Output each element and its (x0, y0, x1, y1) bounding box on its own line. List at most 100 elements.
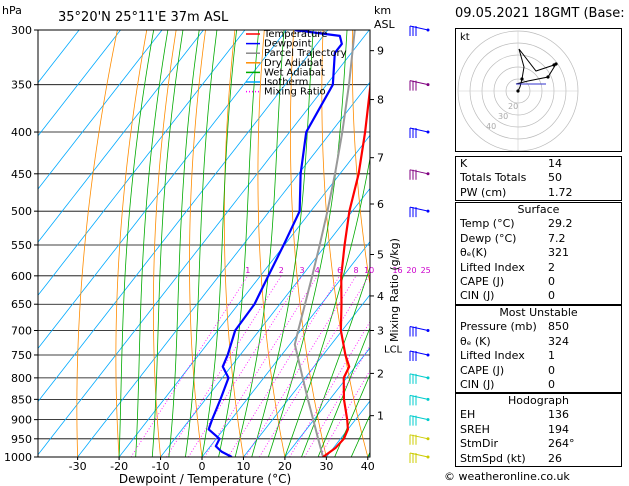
pressure-tick-label: 350 (11, 79, 32, 92)
isotherm-line (38, 30, 370, 456)
dry-adiabat-line (115, 30, 148, 457)
mixing-ratio-label: 2 (279, 266, 284, 275)
temperature-tick-label: -20 (110, 460, 128, 473)
mixing-ratio-label: 20 (406, 266, 416, 275)
lcl-label: LCL (384, 344, 403, 355)
height-tick-label: 5 (377, 249, 384, 262)
index-row-k: K 14 (460, 157, 562, 170)
height-tick-label: 4 (377, 290, 384, 303)
pressure-tick-label: 650 (11, 298, 32, 311)
surface-row: CIN (J) 0 (460, 289, 555, 303)
hodograph-row: StmDir 264° (460, 437, 575, 451)
mixing-ratio-axis-label: Mixing Ratio (g/kg) (388, 238, 401, 342)
pressure-tick-label: 700 (11, 325, 32, 338)
isotherm-line (160, 187, 370, 457)
wind-barb-dot (426, 28, 430, 32)
isotherm-line (326, 400, 370, 457)
index-row-pw: PW (cm) 1.72 (460, 185, 573, 199)
wind-barb-dot (426, 130, 430, 134)
temperature-tick-label: 20 (278, 460, 292, 473)
wind-barb-dot (426, 329, 430, 333)
most-unstable-row: θₑ (K) 324 (460, 334, 569, 348)
wet-adiabat-line (301, 265, 370, 457)
mixing-ratio-line (245, 275, 357, 457)
surface-row: θₑ(K) 321 (460, 246, 569, 260)
isotherm-line (38, 30, 329, 403)
pressure-tick-label: 900 (11, 414, 32, 427)
legend-entry: Wet Adiabat (264, 67, 325, 78)
isotherm-line (243, 294, 370, 457)
isotherm-line (38, 30, 287, 350)
legend-entry: Dewpoint (264, 39, 312, 50)
isotherm-line (201, 240, 370, 457)
km-label: km (374, 4, 391, 17)
legend-entry: Temperature (263, 29, 327, 40)
mixing-ratio-label: 6 (337, 266, 342, 275)
wind-barb-dot (426, 353, 430, 357)
hodograph-row: EH 136 (460, 408, 569, 422)
hpa-label: hPa (2, 4, 22, 17)
hodograph-ring-label: 40 (486, 122, 496, 131)
mixing-ratio-line (166, 275, 282, 457)
hodograph-table: Hodograph EH 136 SREH 194 StmDir 264° StmSp… (455, 393, 622, 468)
mixing-ratio-label: 1 (245, 266, 250, 275)
pressure-tick-label: 500 (11, 205, 32, 218)
mixing-ratio-label: 16 (392, 266, 402, 275)
hodograph-unit-label: kt (460, 32, 470, 43)
wet-adiabat-line (334, 373, 370, 457)
most-unstable-row: CAPE (J) 0 (460, 363, 555, 377)
isotherm-line (284, 347, 370, 457)
isotherm-line (38, 30, 204, 243)
pressure-tick-label: 600 (11, 270, 32, 283)
hodograph-point (520, 77, 524, 81)
most-unstable-table: Most Unstable Pressure (mb) 850 θₑ (K) 324… (455, 305, 622, 394)
isotherm-line (77, 81, 370, 457)
wind-barb-dot (426, 397, 430, 401)
mixing-ratio-label: 25 (421, 266, 431, 275)
wet-adiabat-line (118, 30, 155, 457)
mixing-ratio-line (227, 275, 341, 457)
wet-adiabat-line (201, 30, 238, 457)
dry-adiabat-line (76, 30, 118, 457)
location-title: 35°20'N 25°11'E 37m ASL (58, 10, 229, 25)
wet-adiabat-line (317, 326, 370, 457)
wet-adiabat-line (251, 30, 314, 457)
mixing-ratio-line (204, 275, 318, 457)
dry-adiabat-line (351, 30, 370, 287)
wind-barb-dot (426, 83, 430, 87)
hodograph-row: StmSpd (kt) 26 (460, 451, 562, 465)
legend-entry: Parcel Trajectory (264, 48, 347, 59)
legend-entry: Dry Adiabat (264, 58, 323, 69)
dry-adiabat-line (189, 30, 206, 457)
height-tick-label: 3 (377, 325, 384, 338)
mixing-ratio-line (130, 275, 249, 457)
surface-table: Surface Temp (°C) 29.2 Dewp (°C) 7.2 θₑ(K)… (455, 202, 622, 305)
temperature-curve (322, 80, 370, 457)
mixing-ratio-line (188, 275, 303, 457)
temperature-tick-label: -10 (152, 460, 170, 473)
pressure-tick-label: 400 (11, 126, 32, 139)
hodograph-table-title: Hodograph (508, 394, 569, 407)
hodograph-ring-label: 20 (508, 102, 518, 111)
pressure-tick-label: 750 (11, 349, 32, 362)
legend-entry: Isotherm (264, 77, 308, 88)
hodograph-point (546, 75, 550, 79)
pressure-tick-label: 300 (11, 24, 32, 37)
wet-adiabat-line (168, 30, 200, 457)
temperature-tick-label: 40 (361, 460, 375, 473)
plot-frame (37, 29, 371, 458)
pressure-tick-label: 550 (11, 239, 32, 252)
hodograph-ring-label: 30 (498, 112, 508, 121)
isotherm-line (118, 134, 370, 457)
wet-adiabat-line (284, 155, 370, 457)
pressure-tick-label: 950 (11, 433, 32, 446)
dewpoint-curve (207, 30, 343, 457)
wind-barbs (409, 25, 430, 463)
copyright-text[interactable]: © weatheronline.co.uk (444, 470, 570, 483)
height-tick-label: 6 (377, 198, 384, 211)
surface-row: Dewp (°C) 7.2 (460, 231, 566, 245)
dry-adiabat-line (152, 30, 177, 457)
hodograph-row: SREH 194 (460, 422, 569, 436)
hodograph-trace (515, 48, 558, 92)
